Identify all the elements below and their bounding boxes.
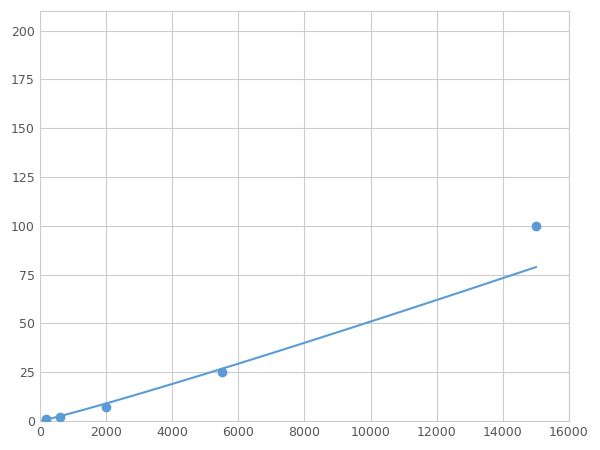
Point — [55, 414, 64, 421]
Point — [217, 369, 227, 376]
Point — [41, 415, 51, 423]
Point — [101, 404, 111, 411]
Point — [531, 222, 541, 230]
